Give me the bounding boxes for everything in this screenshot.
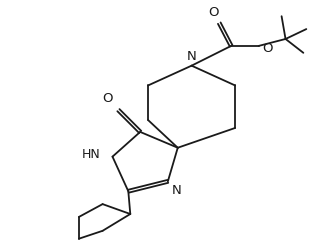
Text: O: O — [102, 92, 113, 105]
Text: O: O — [262, 42, 272, 55]
Text: O: O — [208, 6, 219, 19]
Text: N: N — [172, 184, 182, 197]
Text: N: N — [187, 50, 197, 63]
Text: HN: HN — [82, 148, 101, 161]
